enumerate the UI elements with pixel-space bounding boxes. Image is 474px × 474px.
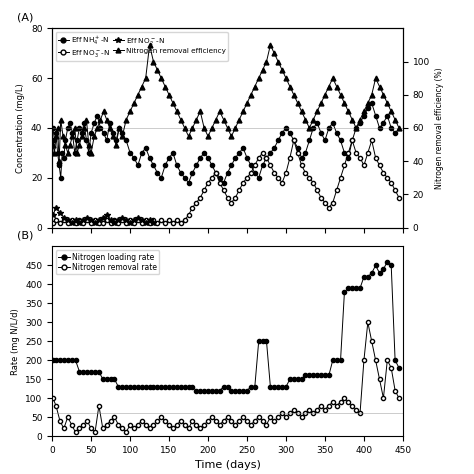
X-axis label: Time (days): Time (days) [195, 460, 260, 470]
Text: (A): (A) [17, 12, 34, 22]
Nitrogen removal rate [295, 410, 301, 416]
Legend: Nitrogen loading rate, Nitrogen removal rate: Nitrogen loading rate, Nitrogen removal … [56, 250, 159, 274]
Nitrogen loading rate [349, 285, 355, 291]
Nitrogen removal rate [388, 365, 394, 371]
Nitrogen loading rate [155, 384, 160, 390]
Nitrogen removal rate [342, 395, 347, 401]
Nitrogen loading rate [342, 289, 347, 295]
Nitrogen loading rate [396, 365, 402, 371]
Nitrogen loading rate [384, 259, 390, 264]
Legend: Eff NH$_4^+$-N, Eff NO$_3^-$-N, Eff NO$_2^-$-N, Nitrogen removal efficiency: Eff NH$_4^+$-N, Eff NO$_3^-$-N, Eff NO$_… [56, 32, 228, 61]
Nitrogen removal rate [100, 426, 106, 431]
Nitrogen loading rate [50, 357, 56, 363]
Nitrogen removal rate [158, 414, 164, 420]
Nitrogen loading rate [96, 369, 102, 374]
Nitrogen removal rate [349, 403, 355, 409]
Nitrogen loading rate [295, 376, 301, 382]
Nitrogen removal rate [73, 429, 78, 435]
Y-axis label: Nitrogen removal efficiency (%): Nitrogen removal efficiency (%) [436, 67, 445, 189]
Nitrogen removal rate [396, 395, 402, 401]
Nitrogen removal rate [365, 319, 371, 325]
Line: Nitrogen loading rate: Nitrogen loading rate [51, 260, 401, 392]
Text: (B): (B) [17, 231, 34, 241]
Nitrogen loading rate [193, 388, 199, 393]
Line: Nitrogen removal rate: Nitrogen removal rate [51, 320, 401, 434]
Nitrogen loading rate [388, 263, 394, 268]
Nitrogen removal rate [50, 395, 56, 401]
Y-axis label: Concentration (mg/L): Concentration (mg/L) [17, 83, 26, 173]
Y-axis label: Rate (mg N/L/d): Rate (mg N/L/d) [10, 308, 19, 374]
